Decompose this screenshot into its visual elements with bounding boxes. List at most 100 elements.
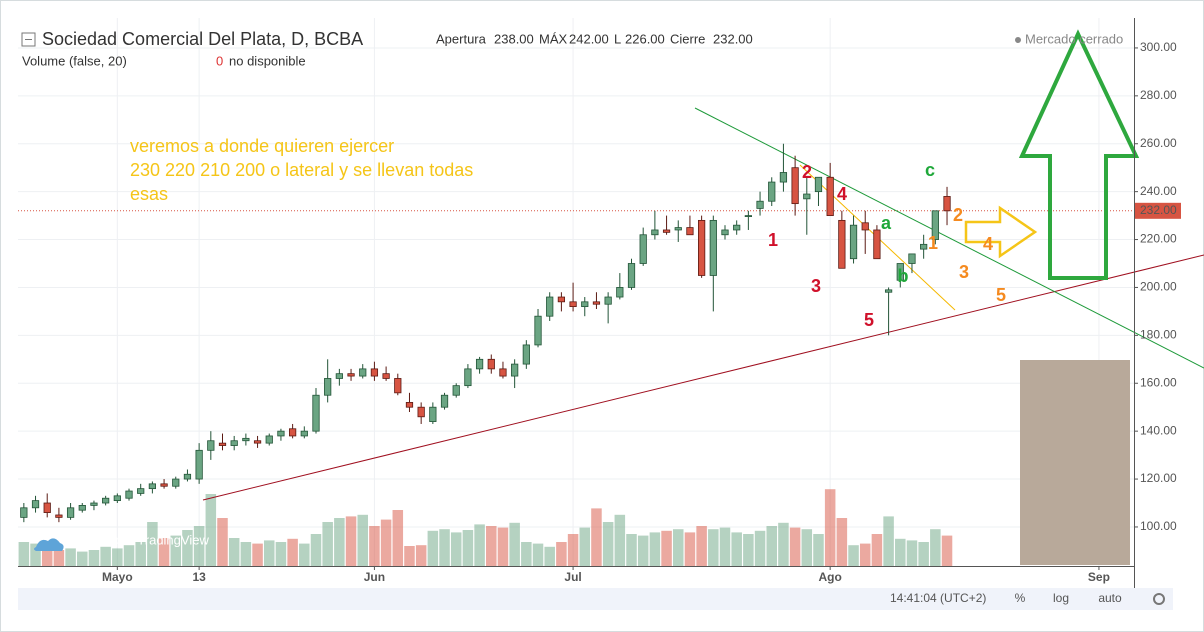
candle-body — [721, 229, 729, 236]
arrow — [964, 205, 1038, 259]
candle-body — [43, 502, 51, 513]
volume-bar — [77, 551, 88, 566]
candle-body — [265, 435, 273, 444]
collapse-icon[interactable] — [21, 32, 36, 47]
auto-button[interactable]: auto — [1098, 591, 1122, 605]
volume-bar — [369, 526, 380, 566]
volume-bar — [427, 530, 439, 566]
chart-title: Sociedad Comercial Del Plata, D, BCBA — [42, 29, 363, 49]
watermark: gráficos por TradingView — [66, 532, 209, 547]
y-tick-label: 260.00 — [1140, 136, 1177, 150]
volume-bar — [135, 542, 146, 566]
y-tick-label: 140.00 — [1140, 423, 1177, 437]
volume-bar — [380, 519, 392, 566]
wave-label: c — [925, 160, 935, 180]
last-price-box — [1135, 202, 1181, 219]
wave-label: 4 — [837, 184, 847, 204]
candle-body — [744, 215, 752, 217]
candle-body — [90, 502, 98, 506]
volume-bar — [486, 526, 497, 566]
log-button[interactable]: log — [1053, 591, 1069, 605]
volume-bar — [170, 535, 182, 566]
candle-body — [160, 483, 168, 487]
settings-icon[interactable] — [1153, 593, 1165, 605]
volume-bar — [602, 522, 614, 566]
wave-label: 5 — [996, 285, 1006, 305]
volume-bar — [556, 542, 567, 566]
volume-bar — [836, 518, 848, 566]
candle-body — [405, 402, 414, 408]
wave-label: 2 — [802, 162, 812, 182]
wave-label: 5 — [864, 310, 874, 330]
wave-label: b — [898, 266, 909, 286]
candle-body — [137, 488, 145, 494]
volume-label: Volume (false, 20) — [22, 53, 127, 68]
candle-body — [475, 358, 484, 370]
candle-body — [604, 296, 612, 305]
volume-bar — [182, 530, 193, 566]
volume-bar — [392, 510, 404, 566]
volume-bar — [287, 538, 298, 566]
y-tick-label: 220.00 — [1140, 232, 1177, 246]
volume-bar — [158, 538, 170, 566]
candle-body — [370, 368, 379, 377]
volume-bar — [462, 530, 474, 566]
volume-bar — [614, 514, 626, 566]
candle-body — [452, 385, 460, 396]
candle-body — [183, 473, 192, 480]
candle-body — [335, 373, 343, 379]
volume-bar — [41, 546, 53, 566]
volume-bar — [217, 518, 228, 566]
volume-bar — [696, 526, 707, 566]
candle-body — [242, 437, 250, 442]
volume-bar — [684, 532, 696, 566]
volume-bar — [789, 527, 801, 566]
volume-bar — [474, 524, 485, 566]
x-tick-label: 13 — [192, 570, 206, 584]
volume-bar — [322, 522, 333, 566]
candle-body — [557, 296, 566, 303]
candle-body — [522, 344, 530, 365]
volume-bar — [88, 550, 100, 566]
volume-bar — [591, 508, 602, 566]
volume-bar — [263, 540, 275, 566]
candle-body — [55, 514, 63, 518]
candle-body — [511, 363, 519, 377]
candle-body — [20, 507, 28, 518]
candle-body — [627, 263, 636, 288]
candle-body — [686, 227, 694, 236]
wave-label: 2 — [953, 205, 963, 225]
wave-label: 1 — [928, 233, 938, 253]
volume-bar — [930, 529, 941, 566]
candle-body — [289, 428, 297, 437]
low-value: 226.00 — [625, 31, 665, 46]
candle-body — [908, 253, 916, 264]
candle-body — [359, 368, 367, 377]
candle-body — [300, 430, 308, 437]
grid — [18, 18, 1134, 566]
candle-body — [592, 301, 601, 305]
volume-bar — [848, 545, 859, 566]
volume-bar — [719, 527, 731, 566]
volume-bar — [672, 529, 684, 566]
candle-body — [172, 478, 180, 487]
candle-body — [546, 296, 554, 317]
wave-label: 1 — [768, 230, 778, 250]
note-line: 230 220 210 200 o lateral y se llevan to… — [130, 160, 473, 180]
candle-body — [779, 172, 788, 183]
volume-bar — [345, 516, 357, 566]
volume-bar — [147, 522, 158, 566]
volume-bar — [906, 540, 918, 566]
footer — [18, 588, 1173, 610]
candle-body — [768, 181, 776, 202]
candle-body — [440, 394, 449, 408]
candle-body — [698, 219, 706, 276]
candle-body — [148, 483, 157, 490]
volume-bar — [708, 529, 719, 566]
percent-button[interactable]: % — [1015, 591, 1026, 605]
candle-body — [662, 229, 671, 233]
market-status: Mercado cerrado — [1025, 31, 1123, 46]
volume-bar — [941, 535, 953, 566]
volume-bar — [299, 543, 310, 566]
